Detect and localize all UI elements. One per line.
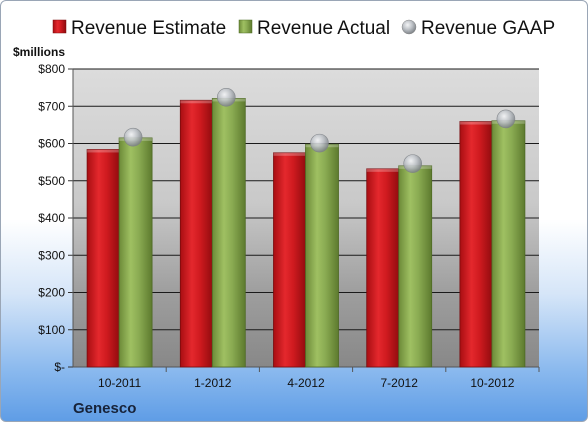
y-tick-label: $- [54, 360, 65, 374]
legend-swatch-estimate [52, 19, 67, 34]
x-tick-label: 10-2012 [470, 376, 514, 390]
bar-top-highlight [180, 100, 214, 104]
axes: $- $100 $200 $300 $400 $500 $600 $700 $800 10-201… [38, 62, 540, 390]
y-tick-label: $400 [38, 211, 65, 225]
bar-revenue-actual [491, 120, 526, 368]
marker-revenue-gaap [310, 133, 329, 153]
y-tick-label: $300 [38, 248, 65, 262]
x-tick-label: 10-2011 [98, 376, 141, 390]
bar-revenue-actual [211, 98, 246, 368]
x-tick-label: 7-2012 [381, 376, 419, 390]
company-name: Genesco [73, 400, 136, 417]
legend-label-actual: Revenue Actual [257, 18, 390, 39]
bar-top-highlight [273, 152, 307, 156]
y-tick-label: $500 [38, 174, 65, 188]
legend: Revenue Estimate Revenue Actual Revenue … [52, 18, 555, 39]
y-tick-label: $700 [38, 99, 65, 113]
legend-swatch-actual [238, 19, 253, 34]
y-tick-label: $200 [38, 286, 65, 300]
y-tick-label: $100 [38, 323, 65, 337]
bar-revenue-actual [305, 143, 339, 368]
marker-revenue-gaap [403, 154, 423, 173]
marker-revenue-gaap [496, 109, 516, 129]
legend-label-gaap: Revenue GAAP [421, 18, 555, 39]
bar-top-highlight [366, 168, 400, 172]
bar-top-highlight [87, 149, 121, 153]
bar-revenue-estimate [366, 168, 401, 368]
bar-revenue-actual [398, 165, 433, 368]
bar-revenue-estimate [179, 99, 214, 368]
legend-marker-gaap [401, 19, 417, 35]
x-tick-label: 1-2012 [194, 376, 232, 390]
bars [86, 98, 526, 368]
unit-label: $millions [13, 45, 65, 59]
marker-revenue-gaap [123, 127, 143, 147]
marker-revenue-gaap [217, 88, 236, 107]
bar-revenue-estimate [273, 152, 307, 368]
y-tick-label: $800 [38, 62, 65, 76]
gaap-markers [123, 88, 516, 173]
bar-revenue-estimate [459, 121, 494, 368]
y-tick-label: $600 [38, 137, 65, 151]
bar-revenue-estimate [86, 149, 121, 368]
legend-label-estimate: Revenue Estimate [71, 18, 226, 39]
bar-top-highlight [459, 121, 493, 125]
bar-revenue-actual [118, 137, 153, 368]
x-tick-label: 4-2012 [287, 376, 325, 390]
